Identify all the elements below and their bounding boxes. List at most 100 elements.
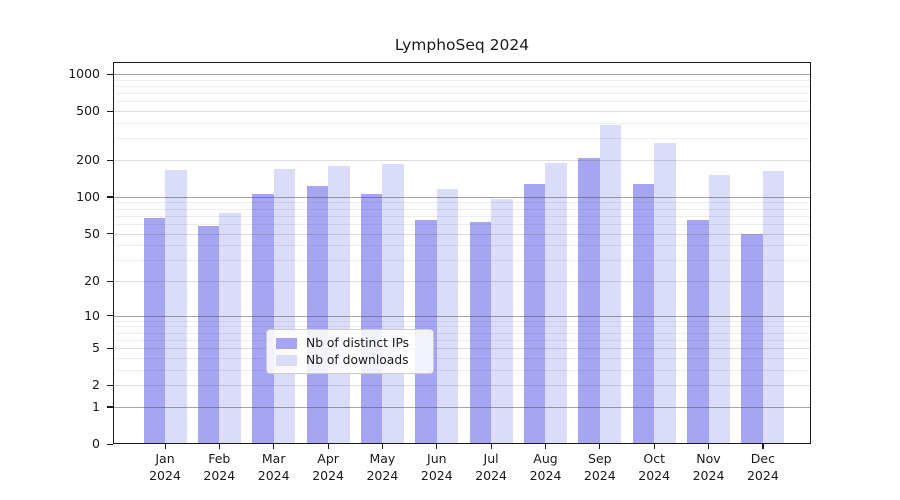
x-tick-label-oct: Oct 2024: [638, 451, 671, 483]
x-tick-mark-dec: [762, 444, 764, 449]
gridline-50: [113, 233, 811, 235]
legend-swatch-distinct-ips: [276, 337, 297, 349]
y-tick-mark-100: [107, 196, 113, 198]
bar-nb-of-downloads-mar-2024: [273, 168, 296, 444]
bar-nb-of-distinct-ips-jul-2024: [469, 222, 492, 444]
bar-nb-of-downloads-aug-2024: [545, 163, 567, 444]
bar-nb-of-distinct-ips-sep-2024: [578, 157, 600, 444]
gridline-80: [113, 208, 811, 210]
gridline-90: [113, 202, 811, 204]
gridline-10: [113, 315, 811, 317]
bar-nb-of-distinct-ips-feb-2024: [197, 225, 220, 444]
x-tick-label-jul: Jul 2024: [475, 451, 507, 483]
gridline-30: [113, 260, 811, 262]
gridline-600: [113, 101, 811, 103]
y-tick-mark-500: [107, 110, 113, 112]
x-tick-mark-apr: [327, 444, 329, 449]
x-tick-label-jan: Jan 2024: [149, 451, 181, 483]
x-tick-label-apr: Apr 2024: [312, 451, 344, 483]
y-tick-mark-1: [107, 406, 113, 408]
y-tick-mark-2: [107, 384, 113, 386]
gridline-800: [113, 86, 811, 87]
x-tick-mark-jan: [164, 444, 166, 449]
bar-nb-of-downloads-oct-2024: [654, 143, 676, 444]
legend-label-downloads: Nb of downloads: [306, 353, 409, 367]
y-tick-label-200: 200: [76, 152, 100, 167]
gridline-70: [113, 215, 811, 217]
gridlines-layer: [113, 62, 811, 444]
x-tick-label-nov: Nov 2024: [692, 451, 725, 483]
x-tick-label-dec: Dec 2024: [746, 451, 779, 483]
x-tick-label-jun: Jun 2024: [420, 451, 453, 483]
x-tick-mark-oct: [653, 444, 655, 449]
bar-nb-of-downloads-jul-2024: [491, 199, 513, 444]
y-tick-label-1: 1: [92, 398, 100, 414]
bar-nb-of-downloads-feb-2024: [219, 212, 241, 444]
gridline-3: [113, 369, 811, 371]
x-tick-mark-mar: [273, 444, 275, 449]
y-tick-mark-200: [107, 159, 113, 161]
gridline-5: [113, 348, 811, 350]
bar-nb-of-downloads-dec-2024: [762, 171, 785, 444]
y-tick-label-500: 500: [76, 103, 100, 119]
y-tick-mark-1000: [107, 73, 113, 75]
x-tick-label-mar: Mar 2024: [257, 451, 290, 483]
bar-nb-of-distinct-ips-mar-2024: [252, 193, 274, 444]
x-tick-label-aug: Aug 2024: [529, 451, 562, 483]
gridline-400: [113, 123, 811, 124]
gridline-100: [113, 196, 811, 198]
legend-item-downloads: Nb of downloads: [267, 353, 433, 367]
x-tick-mark-sep: [599, 444, 601, 449]
y-tick-label-1000: 1000: [68, 66, 100, 81]
gridline-7: [113, 332, 811, 334]
gridline-8: [113, 326, 811, 328]
gridline-20: [113, 281, 811, 282]
bar-nb-of-downloads-sep-2024: [599, 125, 622, 444]
bar-nb-of-downloads-nov-2024: [708, 174, 730, 444]
y-tick-label-2: 2: [92, 377, 100, 393]
y-tick-mark-20: [107, 280, 113, 282]
x-tick-mark-may: [381, 444, 384, 449]
gridline-300: [113, 138, 811, 140]
bar-nb-of-distinct-ips-dec-2024: [741, 233, 763, 444]
x-tick-mark-feb: [218, 444, 220, 449]
y-tick-label-50: 50: [84, 225, 100, 241]
chart-title: LymphoSeq 2024: [394, 36, 530, 54]
y-tick-mark-5: [107, 347, 113, 349]
gridline-700: [113, 93, 811, 95]
x-tick-label-may: May 2024: [366, 451, 399, 483]
y-tick-mark-10: [107, 315, 113, 317]
x-tick-mark-aug: [545, 444, 547, 449]
bar-nb-of-distinct-ips-aug-2024: [523, 184, 546, 444]
gridline-1000: [113, 74, 811, 75]
legend-item-distinct-ips: Nb of distinct IPs: [267, 336, 433, 350]
gridline-1: [113, 406, 811, 408]
legend-label-distinct-ips: Nb of distinct IPs: [306, 336, 410, 350]
legend-swatch-downloads: [276, 354, 297, 366]
bar-nb-of-downloads-jan-2024: [165, 169, 187, 444]
y-tick-label-20: 20: [84, 273, 100, 288]
gridline-200: [113, 160, 811, 161]
bar-nb-of-distinct-ips-oct-2024: [632, 184, 655, 444]
bar-nb-of-distinct-ips-apr-2024: [306, 186, 329, 444]
y-tick-mark-0: [107, 443, 113, 445]
y-tick-label-10: 10: [84, 307, 100, 323]
gridline-6: [113, 339, 811, 341]
y-tick-label-0: 0: [92, 436, 100, 451]
gridline-4: [113, 357, 811, 359]
x-tick-mark-jul: [490, 444, 492, 449]
x-tick-label-feb: Feb 2024: [203, 451, 236, 483]
gridline-900: [113, 79, 811, 81]
gridline-9: [113, 320, 811, 322]
gridline-40: [113, 245, 811, 247]
gridline-60: [113, 223, 811, 225]
gridline-500: [113, 111, 811, 113]
bar-nb-of-downloads-apr-2024: [328, 165, 350, 444]
gridline-2: [113, 385, 811, 387]
y-tick-mark-50: [107, 233, 113, 235]
bar-nb-of-distinct-ips-nov-2024: [687, 219, 709, 444]
x-tick-mark-jun: [436, 444, 438, 449]
bar-nb-of-distinct-ips-may-2024: [360, 194, 383, 444]
x-tick-mark-nov: [708, 444, 710, 449]
